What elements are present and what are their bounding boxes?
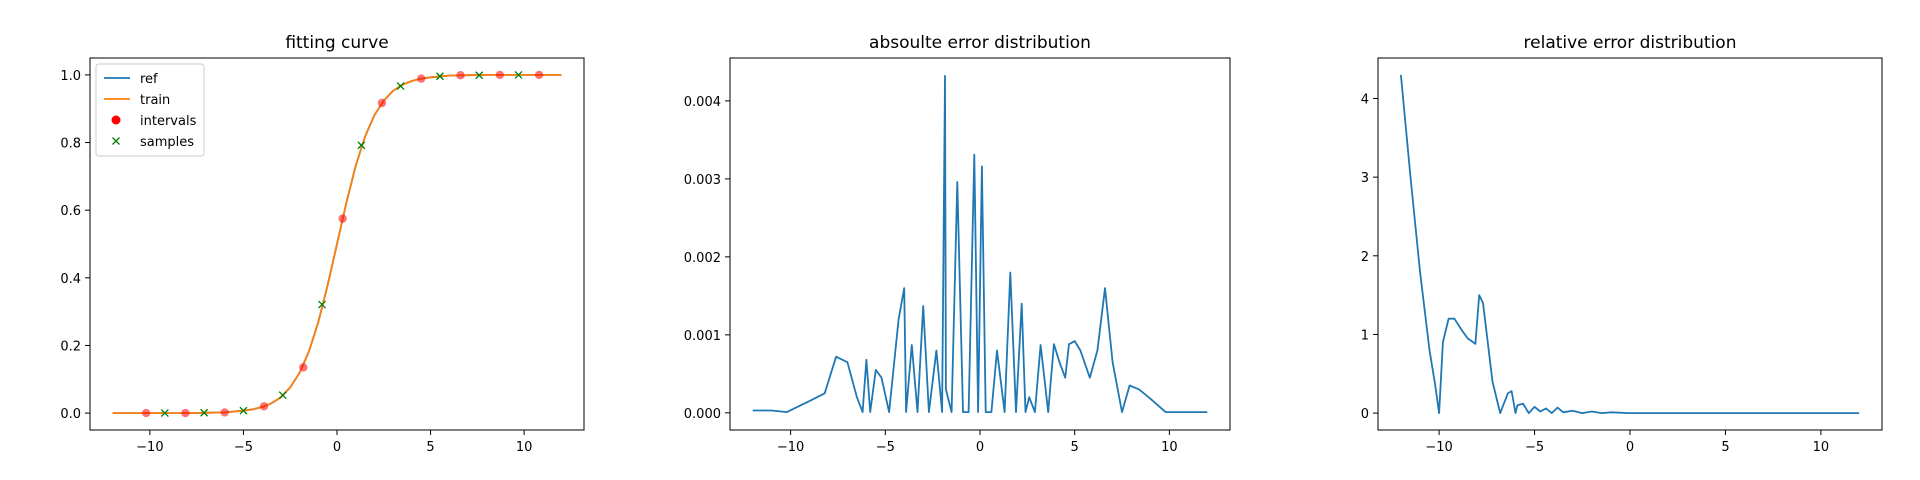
y-tick-label: 3 [1361,171,1369,186]
x-tick-label: −5 [234,440,253,455]
sample-point [435,72,444,81]
x-tick-label: −10 [777,440,804,455]
sample-point [160,409,169,418]
interval-point [534,70,544,80]
y-tick-label: 1.0 [60,69,81,84]
interval-point [495,70,504,80]
x-tick-label: 0 [1626,440,1634,455]
legend-label: samples [140,135,194,150]
x-tick-label: 0 [333,440,341,455]
sample-point [239,406,248,415]
chart-title: absoulte error distribution [869,33,1091,53]
sample-point [278,391,287,400]
y-tick-label: 0.0 [60,407,81,422]
x-tick-label: 10 [516,440,533,455]
axes-frame [1377,57,1883,431]
chart-absolute-error: absoulte error distribution −10 −5 0 5 10 0.0… [684,33,1231,455]
y-tick-label: 0.8 [60,137,81,152]
y-tick-label: 4 [1361,93,1369,108]
legend-label: train [140,93,170,108]
x-tick-label: −5 [876,440,895,455]
sample-point [475,71,484,80]
legend-swatch [111,115,121,125]
x-tick-label: −10 [1425,440,1452,455]
interval-point [377,98,387,108]
sample-point [200,408,209,417]
interval-point [417,74,426,83]
chart-title: relative error distribution [1524,33,1737,53]
interval-point [220,408,229,417]
interval-point [181,408,190,418]
y-tick-label: 0 [1361,407,1369,422]
sample-point [318,300,326,309]
legend-label: ref [140,72,158,87]
legend-box [95,63,205,157]
y-tick-label: 0.4 [60,272,81,287]
interval-point [299,363,308,372]
interval-point [456,71,465,80]
chart-relative-error: relative error distribution −10 −5 0 5 10 0 1 2… [1361,33,1883,455]
y-tick-label: 0.002 [684,251,721,266]
legend-swatch [112,137,120,145]
legend-label: intervals [140,114,197,129]
sample-point [514,70,523,79]
y-tick-label: 1 [1361,328,1369,343]
y-tick-label: 0.6 [60,204,81,219]
series-line-0 [1400,74,1860,415]
y-tick-label: 0.2 [60,339,81,354]
y-tick-label: 0.000 [684,407,721,422]
interval-point [141,408,151,418]
x-tick-label: 10 [1161,440,1178,455]
y-tick-label: 0.001 [684,329,721,344]
chart-fitting-curve: fitting curve −10 −5 0 5 10 0.0 0.2 0.4 0.6 0.8 1.… [60,33,585,455]
interval-point [338,214,347,223]
x-tick-label: 5 [1071,440,1079,455]
series-line-train [112,74,562,415]
sample-point [357,141,366,150]
interval-point [259,402,269,411]
chart-title: fitting curve [285,33,388,53]
x-tick-label: 0 [976,440,984,455]
x-tick-label: 5 [1721,440,1729,455]
x-tick-label: −10 [136,440,163,455]
series-line-0 [752,75,1208,414]
x-tick-label: −5 [1525,440,1544,455]
y-tick-label: 0.004 [684,95,721,110]
y-tick-label: 2 [1361,250,1369,265]
x-tick-label: 5 [426,440,434,455]
sample-point [396,82,405,91]
y-tick-label: 0.003 [684,173,721,188]
x-tick-label: 10 [1813,440,1830,455]
